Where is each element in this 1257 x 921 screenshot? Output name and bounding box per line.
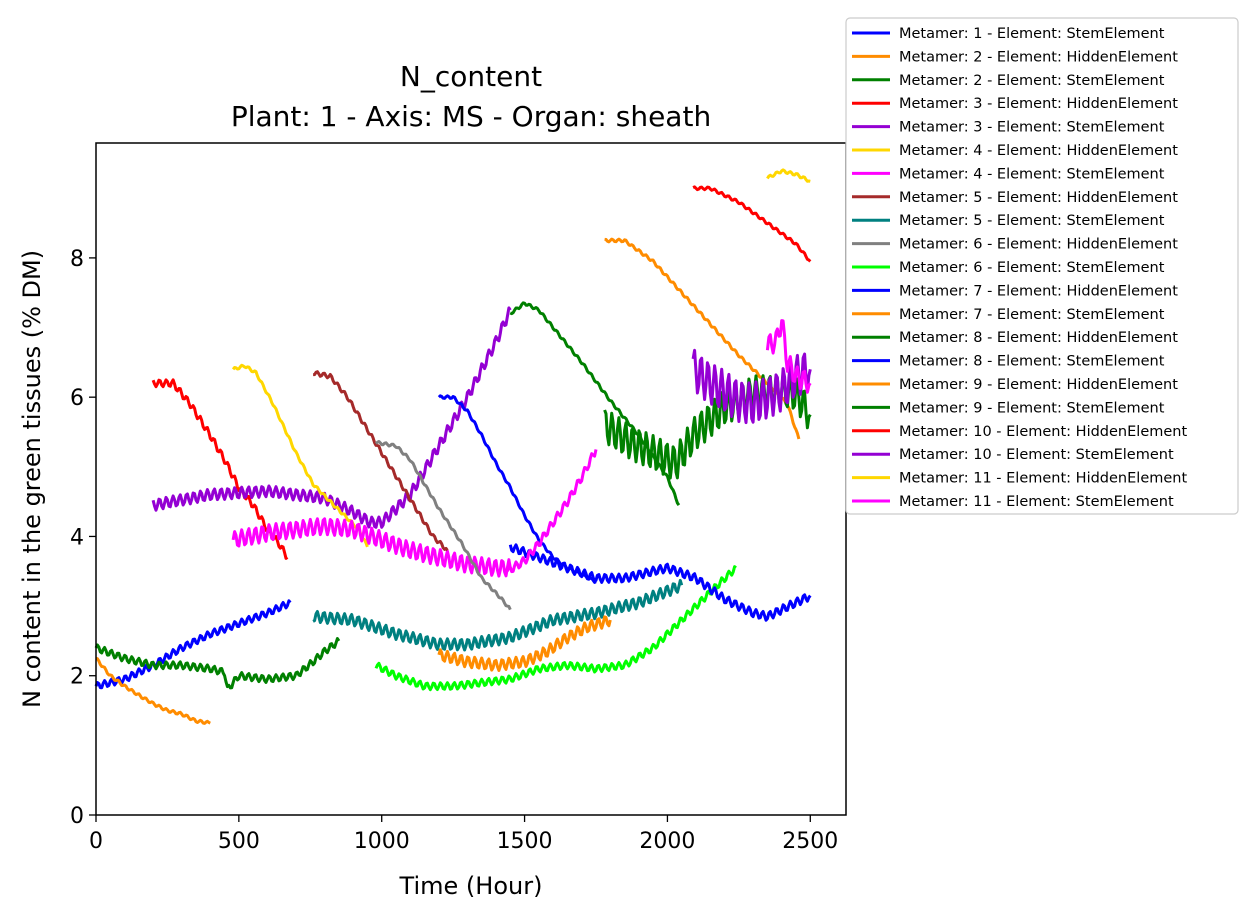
plot-series-group: [94, 168, 812, 725]
y-tick-label: 6: [70, 386, 84, 411]
legend-label: Metamer: 6 - Element: StemElement: [899, 260, 1165, 276]
legend-label: Metamer: 8 - Element: StemElement: [899, 354, 1165, 370]
series-line-21: [765, 319, 812, 394]
series-line-19: [766, 168, 811, 183]
legend-label: Metamer: 2 - Element: HiddenElement: [899, 49, 1178, 65]
legend-label: Metamer: 5 - Element: HiddenElement: [899, 190, 1178, 206]
y-tick-label: 4: [70, 525, 84, 550]
legend-label: Metamer: 7 - Element: StemElement: [899, 307, 1165, 323]
y-tick-label: 2: [70, 665, 84, 690]
legend-label: Metamer: 3 - Element: StemElement: [899, 120, 1165, 136]
x-axis-ticks: 0 500 1000 1500 2000 2500: [89, 815, 838, 854]
series-line-8: [312, 578, 684, 652]
series-line-11: [508, 543, 812, 622]
legend-label: Metamer: 3 - Element: HiddenElement: [899, 96, 1178, 112]
y-tick-label: 8: [70, 247, 84, 272]
legend-label: Metamer: 4 - Element: StemElement: [899, 166, 1165, 182]
series-line-2: [94, 637, 341, 690]
legend-label: Metamer: 5 - Element: StemElement: [899, 213, 1165, 229]
x-tick-label: 1000: [354, 829, 410, 854]
legend-label: Metamer: 2 - Element: StemElement: [899, 73, 1165, 89]
series-line-14: [437, 394, 597, 584]
series-line-5: [231, 363, 369, 548]
series-line-15: [604, 237, 801, 440]
y-axis-ticks: 0 2 4 6 8: [70, 247, 96, 829]
series-line-4: [151, 306, 512, 529]
legend-label: Metamer: 6 - Element: HiddenElement: [899, 237, 1178, 253]
legend-box: [845, 17, 1239, 515]
legend-label: Metamer: 10 - Element: StemElement: [899, 447, 1174, 463]
legend-label: Metamer: 11 - Element: StemElement: [899, 494, 1174, 510]
x-tick-label: 500: [218, 829, 260, 854]
series-line-10: [374, 565, 737, 692]
legend-label: Metamer: 9 - Element: HiddenElement: [899, 377, 1178, 393]
series-line-7: [313, 370, 449, 552]
x-tick-label: 1500: [497, 829, 553, 854]
legend-label: Metamer: 10 - Element: HiddenElement: [899, 424, 1187, 440]
legend-label: Metamer: 4 - Element: HiddenElement: [899, 143, 1178, 159]
y-axis-label: N content in the green tissues (% DM): [18, 250, 46, 708]
x-axis-label: Time (Hour): [399, 872, 543, 900]
x-tick-label: 0: [89, 829, 103, 854]
series-line-20: [505, 449, 598, 574]
chart-subtitle: Plant: 1 - Axis: MS - Organ: sheath: [231, 100, 711, 133]
legend: Metamer: 1 - Element: StemElement Metamer…: [845, 17, 1239, 515]
x-tick-label: 2000: [639, 829, 695, 854]
legend-label: Metamer: 11 - Element: HiddenElement: [899, 471, 1187, 487]
legend-label: Metamer: 8 - Element: HiddenElement: [899, 330, 1178, 346]
series-line-1: [95, 656, 211, 725]
series-line-3: [151, 378, 289, 560]
series-line-17: [692, 185, 812, 263]
legend-label: Metamer: 9 - Element: StemElement: [899, 400, 1165, 416]
series-line-6: [231, 517, 512, 578]
series-line-9: [374, 440, 512, 611]
series-line-0: [94, 599, 292, 690]
x-tick-label: 2500: [782, 829, 838, 854]
legend-label: Metamer: 7 - Element: HiddenElement: [899, 283, 1178, 299]
y-tick-label: 0: [70, 804, 84, 829]
chart-title: N_content: [400, 60, 542, 93]
series-line-12: [437, 615, 612, 672]
legend-label: Metamer: 1 - Element: StemElement: [899, 26, 1165, 42]
